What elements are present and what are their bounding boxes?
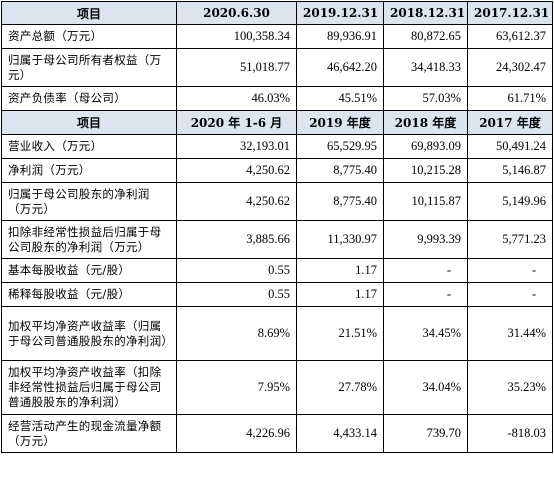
cell-value: 50,491.24 <box>467 134 553 159</box>
header-cell-2018-12-31: 2018.12.31 <box>383 1 468 25</box>
financial-summary-table: 项目 2020.6.30 2019.12.31 2018.12.31 2017.… <box>1 1 553 453</box>
cell-value: 89,936.91 <box>296 24 384 49</box>
cell-value: 34.04% <box>383 360 468 415</box>
cell-value: 5,771.23 <box>467 220 553 259</box>
cell-value: 63,612.37 <box>467 24 553 49</box>
cell-value: 7.95% <box>176 360 297 415</box>
cell-value: 1.17 <box>296 258 384 283</box>
table-row: 扣除非经常性损益后归属于母公司股东的净利润（万元） 3,885.66 11,33… <box>1 220 553 259</box>
header-cell-2018: 2018 年度 <box>383 110 468 135</box>
cell-value: 4,226.96 <box>176 414 297 453</box>
cell-value: -818.03 <box>467 414 553 453</box>
row-label: 基本每股收益（元/股） <box>1 258 177 283</box>
cell-value: 80,872.65 <box>383 24 468 49</box>
cell-value: 3,885.66 <box>176 220 297 259</box>
table-row: 稀释每股收益（元/股） 0.55 1.17 - - <box>1 282 553 307</box>
header-cell-2020-6-30: 2020.6.30 <box>176 1 297 25</box>
cell-value: 65,529.95 <box>296 134 384 159</box>
cell-value: 46.03% <box>176 86 297 111</box>
cell-value: 8.69% <box>176 306 297 361</box>
table-row: 加权平均净资产收益率（扣除非经常性损益后归属于母公司普通股股东的净利润） 7.9… <box>1 360 553 415</box>
row-label: 加权平均净资产收益率（归属于母公司普通股股东的净利润） <box>1 306 177 361</box>
row-label: 资产总额（万元） <box>1 24 177 49</box>
cell-value: 46,642.20 <box>296 48 384 87</box>
table-row: 经营活动产生的现金流量净额（万元） 4,226.96 4,433.14 739.… <box>1 414 553 453</box>
header-cell-2020-h1: 2020 年 1-6 月 <box>176 110 297 135</box>
cell-value: 34,418.33 <box>383 48 468 87</box>
cell-value: 739.70 <box>383 414 468 453</box>
cell-value: 24,302.47 <box>467 48 553 87</box>
cell-value: 45.51% <box>296 86 384 111</box>
cell-value: 11,330.97 <box>296 220 384 259</box>
cell-value: 10,215.28 <box>383 158 468 183</box>
table-row: 营业收入（万元） 32,193.01 65,529.95 69,893.09 5… <box>1 134 553 159</box>
cell-value: 5,149.96 <box>467 182 553 221</box>
cell-value: - <box>383 282 468 307</box>
cell-value: 10,115.87 <box>383 182 468 221</box>
row-label: 营业收入（万元） <box>1 134 177 159</box>
cell-value: 31.44% <box>467 306 553 361</box>
table-row: 加权平均净资产收益率（归属于母公司普通股股东的净利润） 8.69% 21.51%… <box>1 306 553 361</box>
row-label: 扣除非经常性损益后归属于母公司股东的净利润（万元） <box>1 220 177 259</box>
header-cell-2019-12-31: 2019.12.31 <box>296 1 384 25</box>
header-row-balance: 项目 2020.6.30 2019.12.31 2018.12.31 2017.… <box>1 1 553 25</box>
row-label: 加权平均净资产收益率（扣除非经常性损益后归属于母公司普通股股东的净利润） <box>1 360 177 415</box>
row-label: 经营活动产生的现金流量净额（万元） <box>1 414 177 453</box>
row-label: 归属于母公司股东的净利润（万元） <box>1 182 177 221</box>
cell-value: - <box>467 282 553 307</box>
table-row: 归属于母公司股东的净利润（万元） 4,250.62 8,775.40 10,11… <box>1 182 553 221</box>
header-cell-2017: 2017 年度 <box>467 110 553 135</box>
row-label: 归属于母公司所有者权益（万元） <box>1 48 177 87</box>
row-label: 资产负债率（母公司） <box>1 86 177 111</box>
cell-value: 8,775.40 <box>296 158 384 183</box>
cell-value: 57.03% <box>383 86 468 111</box>
cell-value: 100,358.34 <box>176 24 297 49</box>
table-row: 基本每股收益（元/股） 0.55 1.17 - - <box>1 258 553 283</box>
table-row: 归属于母公司所有者权益（万元） 51,018.77 46,642.20 34,4… <box>1 48 553 87</box>
cell-value: 0.55 <box>176 282 297 307</box>
cell-value: 35.23% <box>467 360 553 415</box>
cell-value: 5,146.87 <box>467 158 553 183</box>
cell-value: 69,893.09 <box>383 134 468 159</box>
header-cell-2017-12-31: 2017.12.31 <box>467 1 553 25</box>
cell-value: 4,250.62 <box>176 182 297 221</box>
cell-value: 51,018.77 <box>176 48 297 87</box>
header-cell-item: 项目 <box>1 1 177 25</box>
cell-value: 1.17 <box>296 282 384 307</box>
cell-value: 9,993.39 <box>383 220 468 259</box>
header-cell-item: 项目 <box>1 110 177 135</box>
cell-value: 4,433.14 <box>296 414 384 453</box>
table-row: 资产总额（万元） 100,358.34 89,936.91 80,872.65 … <box>1 24 553 49</box>
cell-value: 61.71% <box>467 86 553 111</box>
cell-value: 4,250.62 <box>176 158 297 183</box>
table-row: 资产负债率（母公司） 46.03% 45.51% 57.03% 61.71% <box>1 86 553 111</box>
row-label: 稀释每股收益（元/股） <box>1 282 177 307</box>
cell-value: 34.45% <box>383 306 468 361</box>
cell-value: 32,193.01 <box>176 134 297 159</box>
cell-value: - <box>467 258 553 283</box>
cell-value: 27.78% <box>296 360 384 415</box>
cell-value: 8,775.40 <box>296 182 384 221</box>
cell-value: 0.55 <box>176 258 297 283</box>
header-row-income: 项目 2020 年 1-6 月 2019 年度 2018 年度 2017 年度 <box>1 110 553 135</box>
row-label: 净利润（万元） <box>1 158 177 183</box>
cell-value: 21.51% <box>296 306 384 361</box>
table-row: 净利润（万元） 4,250.62 8,775.40 10,215.28 5,14… <box>1 158 553 183</box>
cell-value: - <box>383 258 468 283</box>
header-cell-2019: 2019 年度 <box>296 110 384 135</box>
